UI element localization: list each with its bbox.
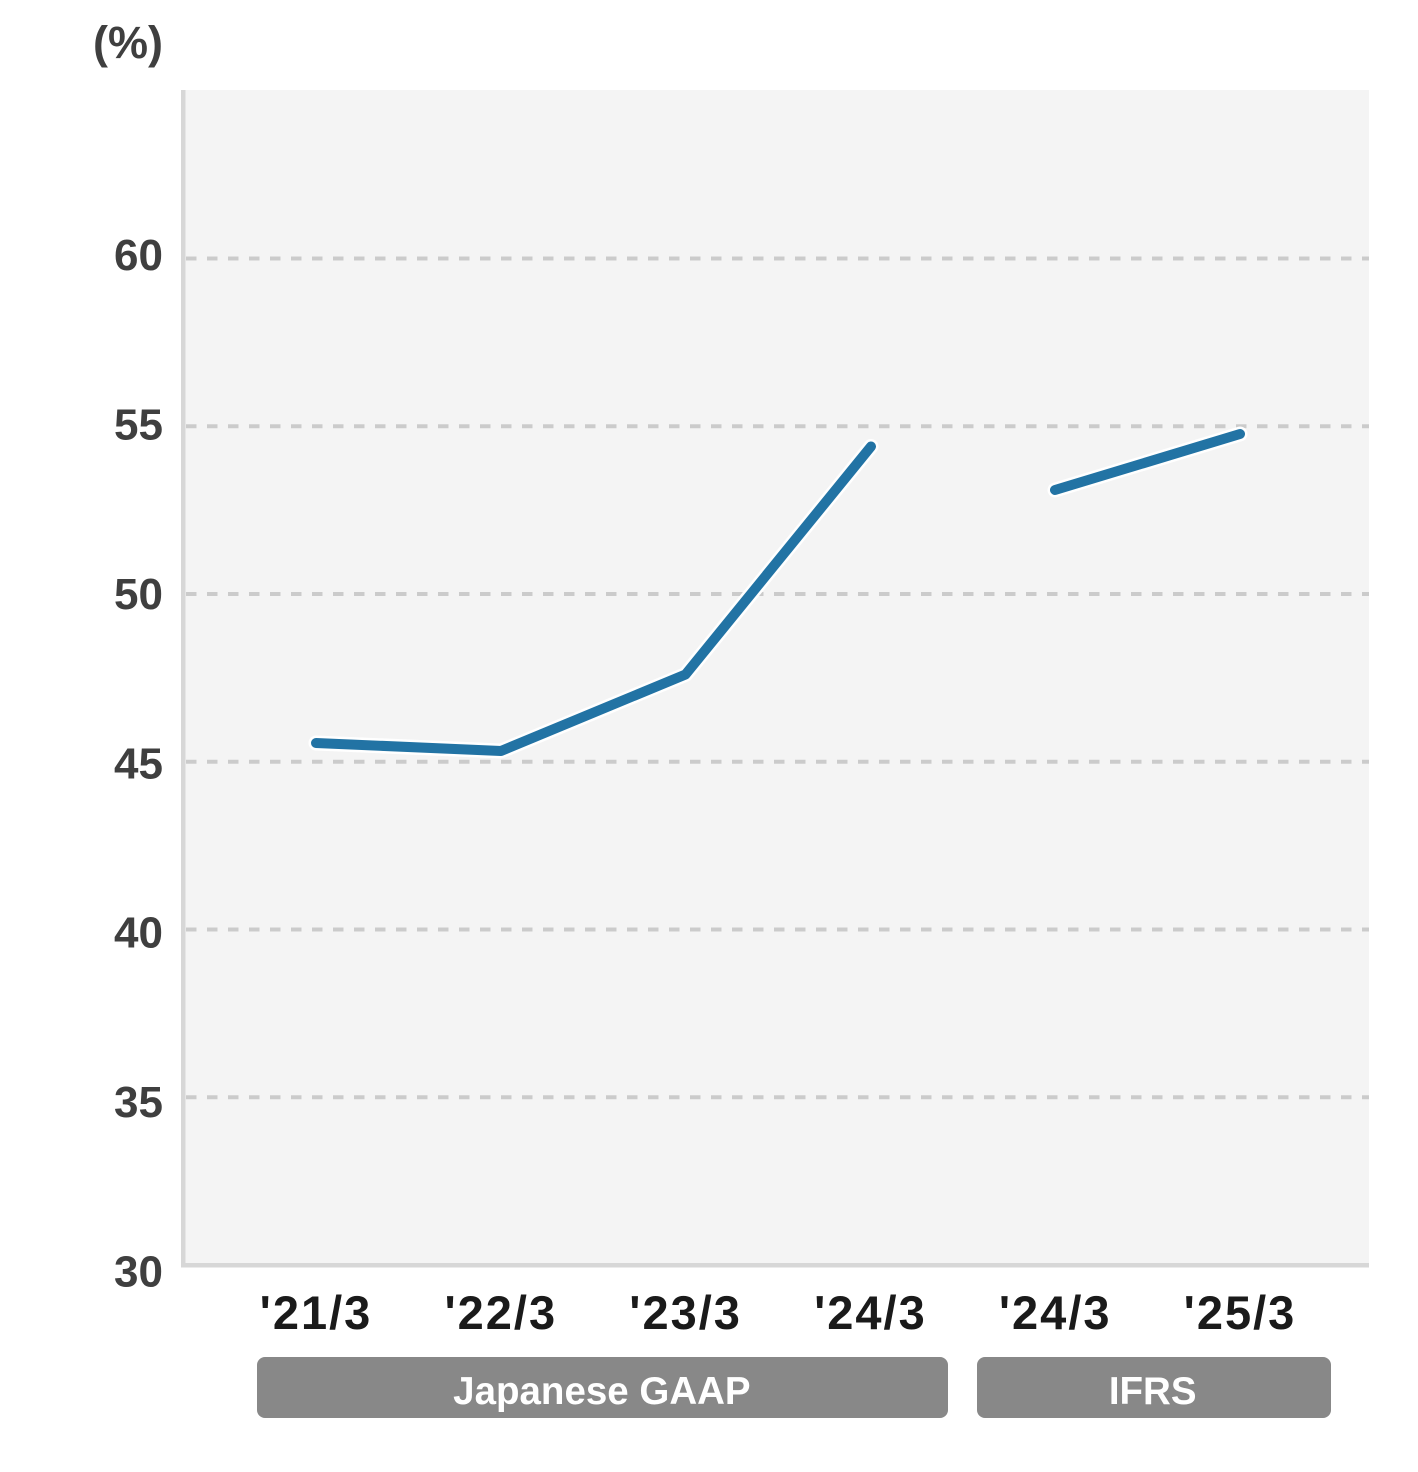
svg-text:40: 40	[114, 909, 163, 958]
svg-text:'24/3: '24/3	[999, 1286, 1112, 1339]
svg-text:(%): (%)	[93, 17, 163, 68]
svg-text:'22/3: '22/3	[444, 1286, 557, 1339]
svg-text:IFRS: IFRS	[1109, 1370, 1197, 1413]
svg-text:'25/3: '25/3	[1184, 1286, 1297, 1339]
svg-text:35: 35	[114, 1078, 163, 1127]
svg-text:45: 45	[114, 739, 163, 788]
svg-text:55: 55	[114, 401, 163, 450]
svg-text:'23/3: '23/3	[629, 1286, 742, 1339]
svg-text:50: 50	[114, 570, 163, 619]
svg-text:60: 60	[114, 231, 163, 280]
svg-text:'24/3: '24/3	[814, 1286, 927, 1339]
svg-text:Japanese GAAP: Japanese GAAP	[453, 1370, 750, 1413]
svg-text:'21/3: '21/3	[260, 1286, 373, 1339]
svg-text:30: 30	[114, 1248, 163, 1297]
